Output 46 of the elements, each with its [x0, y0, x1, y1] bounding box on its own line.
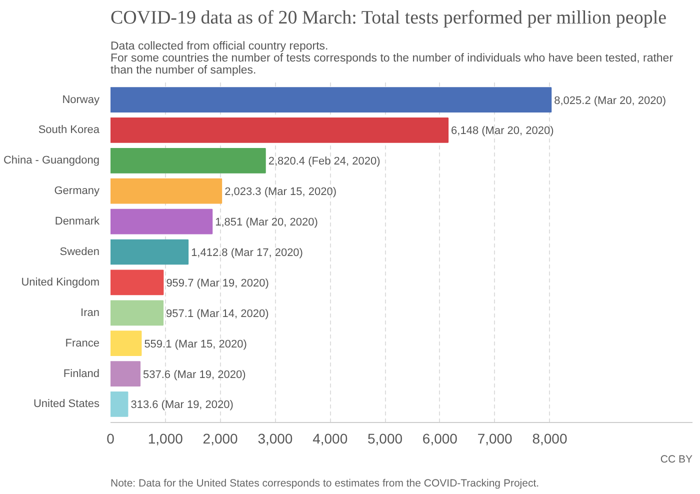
text: Note: Data for the United States corresponds to estimates from the COVID-Tracking Project. — [110, 478, 540, 490]
data-label: 959.7 (Mar 19, 2020) — [166, 277, 269, 290]
y-tick-label: Finland — [63, 368, 100, 380]
data-label: 2,820.4 (Feb 24, 2020) — [268, 156, 380, 168]
x-tick-label: 6,000 — [422, 430, 458, 446]
bar — [110, 300, 164, 326]
data-label: 559.1 (Mar 15, 2020) — [144, 338, 247, 350]
x-tick-label: 8,000 — [532, 430, 568, 446]
bar — [110, 208, 213, 234]
bar — [110, 118, 449, 143]
y-tick-label: France — [65, 337, 100, 350]
data-label: 1,851 (Mar 20, 2020) — [215, 216, 318, 229]
bar — [110, 239, 189, 265]
y-tick-label: China - Guangdong — [3, 154, 100, 167]
bar — [110, 270, 164, 296]
x-tick-label: 0 — [106, 430, 115, 446]
y-tick-label: Iran — [80, 306, 100, 319]
y-tick-label: Germany — [54, 185, 100, 198]
bar — [110, 178, 222, 204]
x-tick-label: 2,000 — [202, 430, 238, 446]
x-tick-label: 1,000 — [148, 430, 184, 446]
bar — [110, 392, 128, 417]
y-tick-label: South Korea — [38, 124, 100, 136]
y-tick-label: Denmark — [54, 216, 100, 228]
bar — [110, 361, 141, 386]
y-tick-label: United Kingdom — [21, 276, 100, 288]
data-label: 8,025.2 (Mar 20, 2020) — [554, 94, 666, 107]
data-label: 313.6 (Mar 19, 2020) — [130, 399, 234, 412]
x-tick-label: 4,000 — [312, 430, 348, 446]
y-tick-label: Norway — [62, 94, 100, 106]
data-label: 6,148 (Mar 20, 2020) — [451, 125, 554, 138]
data-label: 537.6 (Mar 19, 2020) — [143, 368, 246, 381]
data-label: 2,023.3 (Mar 15, 2020) — [224, 186, 336, 198]
bar — [110, 148, 266, 174]
x-tick-label: 5,000 — [368, 430, 403, 446]
chart-title: COVID-19 data as of 20 March: Total tests performed per million people — [110, 8, 667, 28]
x-tick-label: 7,000 — [477, 430, 513, 446]
x-tick-label: 3,000 — [258, 430, 293, 446]
data-label: 957.1 (Mar 14, 2020) — [166, 308, 269, 320]
text: CC BY — [660, 454, 693, 466]
y-tick-label: Sweden — [60, 246, 100, 258]
y-tick-label: United States — [33, 398, 100, 410]
data-label: 1,412.8 (Mar 17, 2020) — [191, 247, 303, 259]
bar — [110, 330, 142, 356]
chart-subtitle: Data collected from official country reports. For some countries the number of tests corresponds to the number of individuals who have been tested, rather than the number of samples. — [110, 40, 674, 76]
bar — [110, 87, 552, 112]
